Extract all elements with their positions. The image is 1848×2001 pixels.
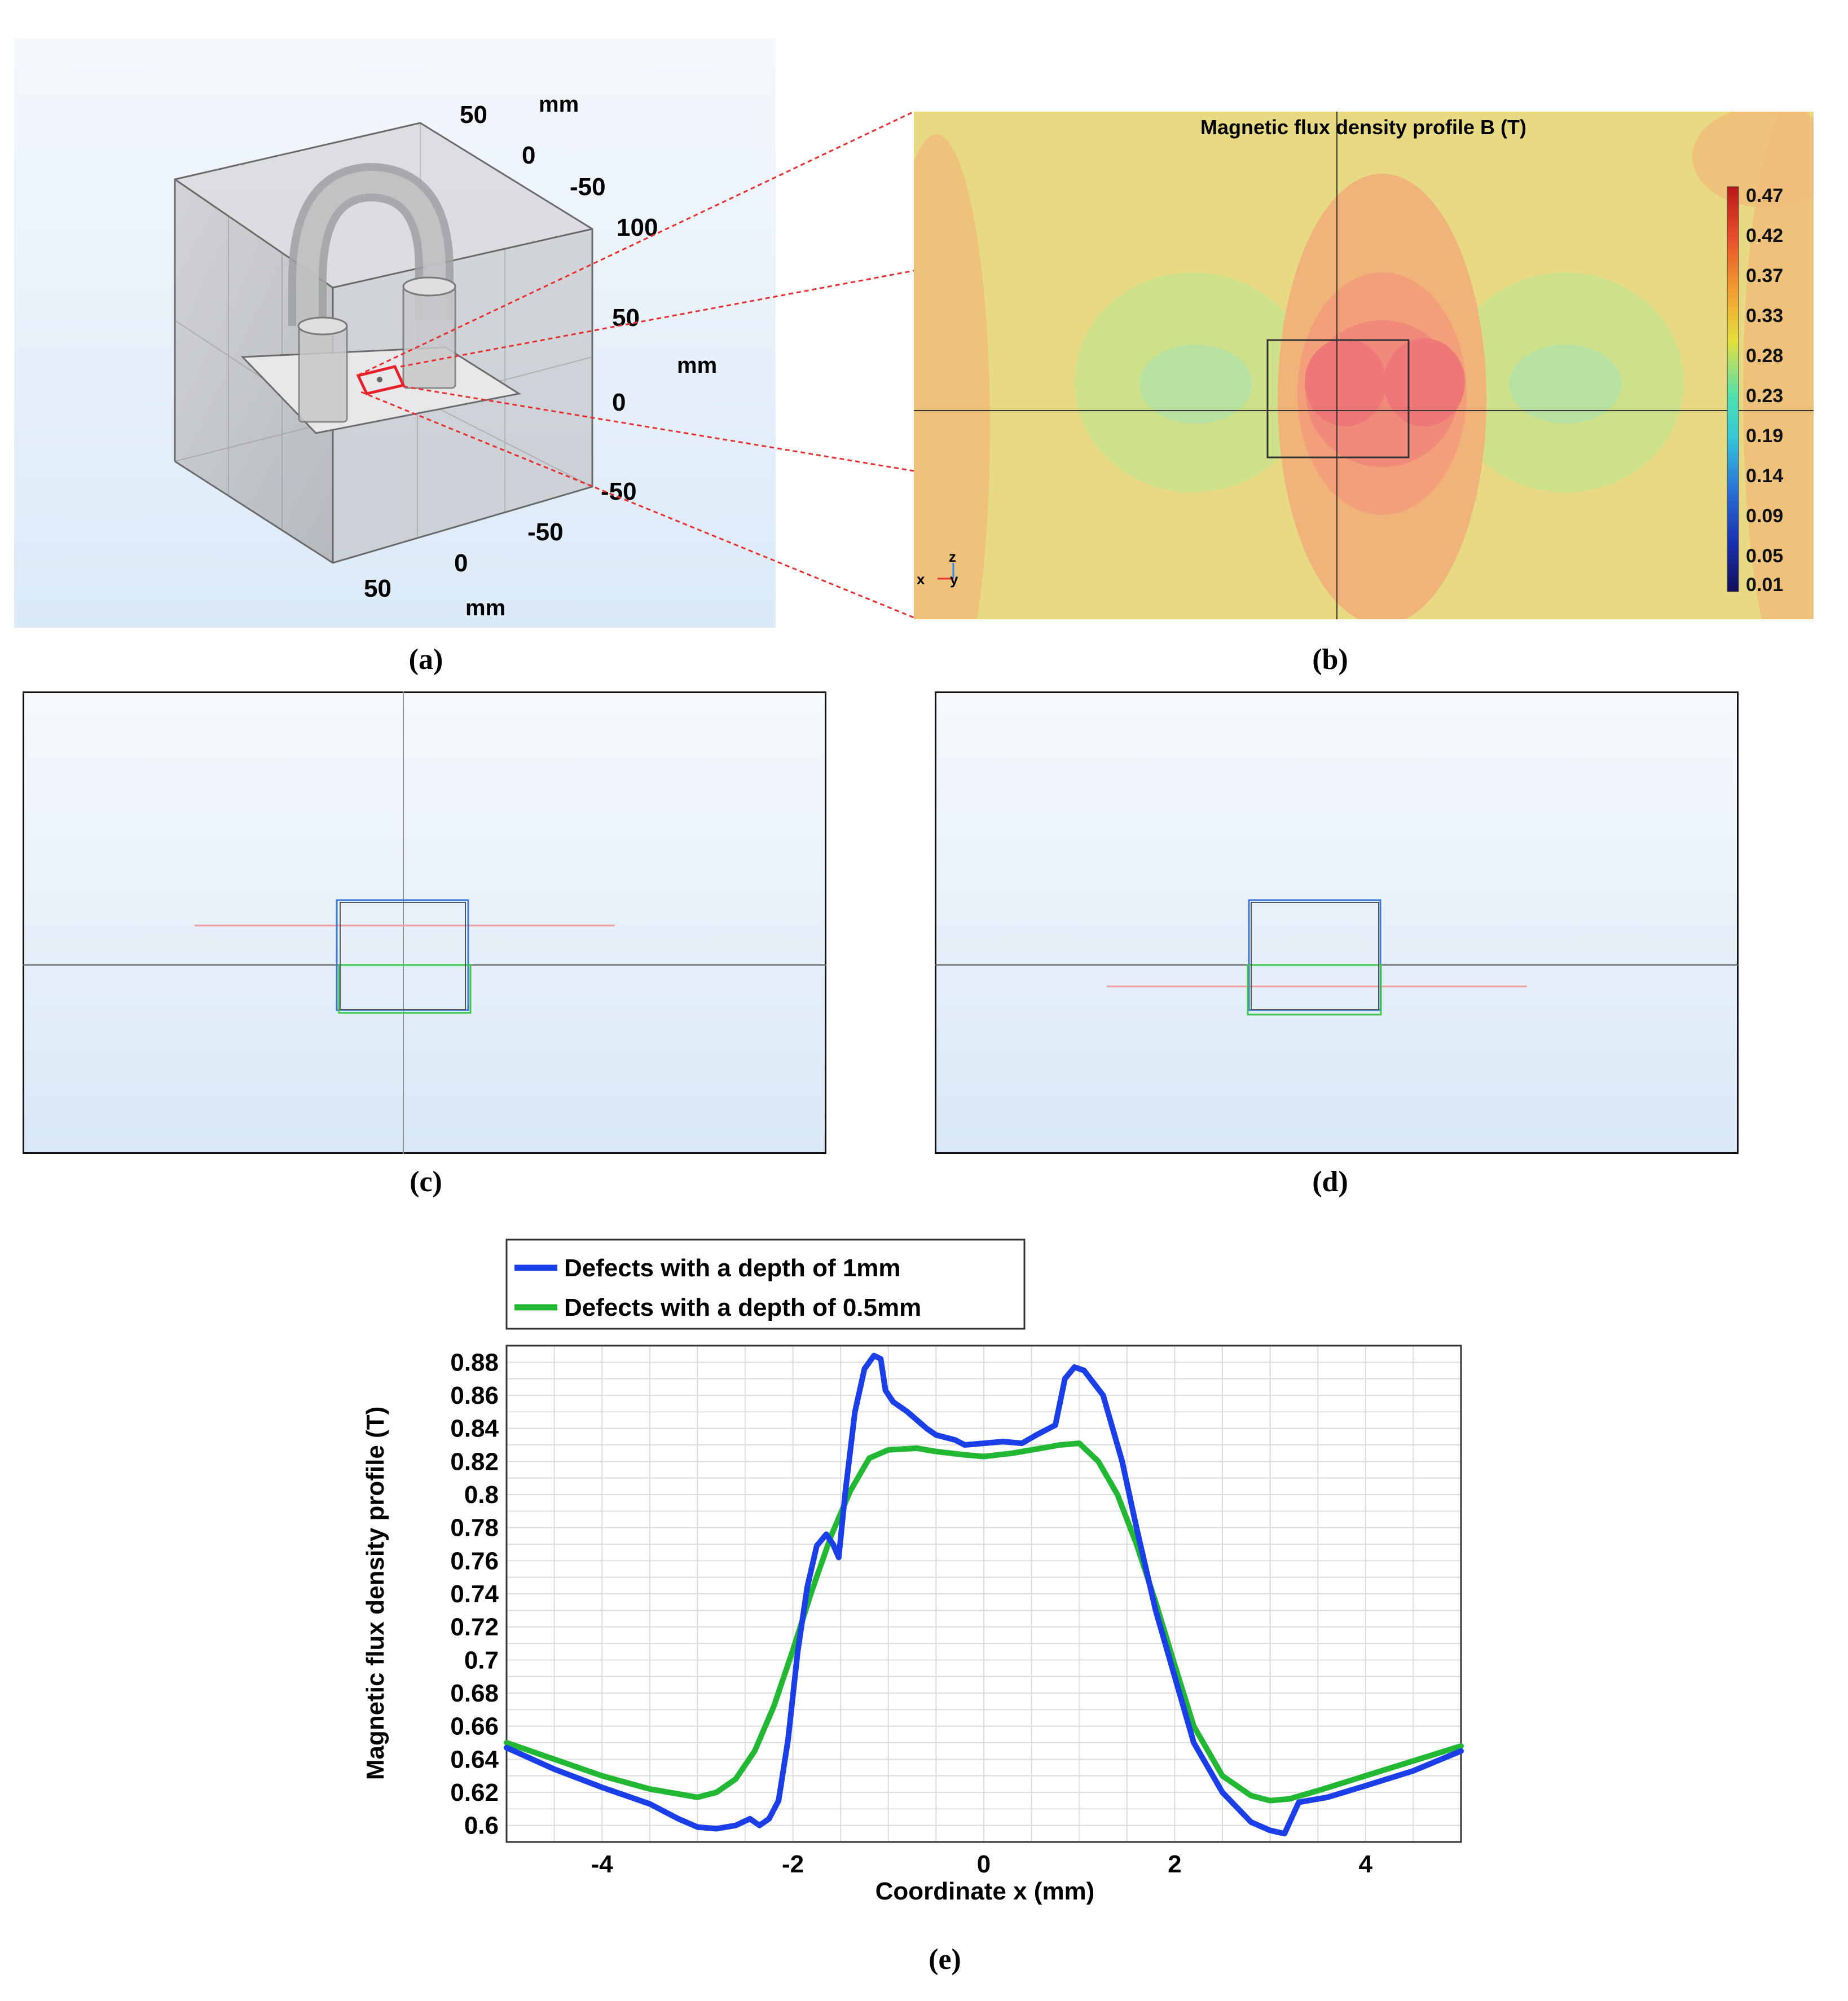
panel-b-svg: Magnetic flux density profile B (T) 0.47… [883, 100, 1845, 721]
colorbar-tick: 0.23 [1746, 385, 1783, 407]
plot-frame [505, 1345, 1462, 1843]
y-tick-label: 0.66 [450, 1713, 499, 1740]
y-tick-label: 0.76 [450, 1547, 499, 1575]
panel-a-svg: mm 50 0 -50 100 50 mm 0 -50 -50 0 50 mm [14, 38, 776, 628]
y-tick-label: 0.62 [450, 1779, 499, 1806]
caption-a: (a) [408, 644, 443, 676]
series-line-05mm [504, 1440, 1464, 1804]
y-tick-label: 0.72 [450, 1614, 499, 1641]
axis-triad-icon: z x y [917, 548, 958, 588]
caption-d: (d) [1312, 1166, 1348, 1198]
caption-b: (b) [1312, 644, 1348, 676]
x-tick-neg50: -50 [527, 518, 564, 546]
panel-c-svg [23, 691, 826, 1154]
defect-outline-green [1247, 964, 1382, 1016]
colorbar [1727, 186, 1739, 592]
y-tick-label: 0.86 [450, 1382, 499, 1409]
panel-d-svg [935, 691, 1739, 1154]
y-tick-0: 0 [522, 142, 535, 169]
field-title: Magnetic flux density profile B (T) [1200, 116, 1526, 139]
y-tick-label: 0.8 [464, 1481, 499, 1509]
y-tick-label: 0.6 [464, 1812, 499, 1840]
legend-label-1mm: Defects with a depth of 1mm [564, 1254, 901, 1282]
chart-series [504, 1352, 1464, 1837]
z-tick-neg50: -50 [601, 478, 637, 505]
x-tick-50: 50 [364, 575, 391, 602]
y-tick-label: 0.74 [450, 1580, 499, 1608]
panel-c-view [23, 691, 826, 1154]
series-line-1mm [504, 1352, 1464, 1837]
colorbar-tick: 0.42 [1746, 225, 1783, 246]
y-tick-label: 0.84 [450, 1415, 499, 1443]
y-tick-label: 0.68 [450, 1680, 499, 1707]
triad-y: y [950, 571, 958, 588]
panel-b-field: Magnetic flux density profile B (T) 0.47… [883, 100, 1845, 721]
panel-a-geometry: mm 50 0 -50 100 50 mm 0 -50 -50 0 50 mm [14, 38, 776, 628]
colorbar-tick: 0.37 [1746, 265, 1783, 287]
x-tick-0: 0 [454, 549, 468, 577]
x-axis-label: Coordinate x (mm) [875, 1877, 1095, 1905]
triad-z: z [949, 548, 956, 565]
caption-e: (e) [929, 1943, 961, 1976]
colorbar-tick: 0.33 [1746, 305, 1783, 327]
axis-unit-top: mm [539, 92, 579, 117]
colorbar-tick: 0.09 [1746, 505, 1783, 527]
x-tick-label: -2 [782, 1850, 804, 1878]
x-tick-label: -4 [591, 1850, 614, 1878]
y-tick-label: 0.64 [450, 1746, 499, 1773]
chart-grid [506, 1345, 1462, 1843]
z-tick-100: 100 [617, 214, 658, 241]
y-axis-label: Magnetic flux density profile (T) [362, 1407, 389, 1780]
chart-legend: Defects with a depth of 1mm Defects with… [505, 1238, 1026, 1330]
y-tick-neg50: -50 [570, 173, 606, 201]
x-tick-labels: -4 -2 0 2 4 [591, 1850, 1373, 1878]
x-tick-label: 4 [1359, 1850, 1373, 1878]
y-tick-label: 0.78 [450, 1514, 499, 1542]
axis-unit-bottom: mm [465, 596, 505, 620]
yoke-left-leg [298, 325, 348, 423]
triad-x: x [917, 571, 925, 588]
axis-unit-right: mm [677, 353, 717, 378]
colorbar-tick: 0.14 [1746, 465, 1783, 487]
colorbar-tick: 0.05 [1746, 545, 1783, 567]
yoke-right-leg [402, 285, 456, 389]
x-tick-label: 0 [977, 1850, 991, 1878]
z-tick-50: 50 [612, 304, 640, 332]
defect-rectangle [1266, 339, 1410, 459]
y-tick-label: 0.88 [450, 1348, 499, 1376]
defect-outline-green [338, 964, 472, 1014]
y-tick-label: 0.7 [464, 1646, 499, 1674]
colorbar-tick: 0.19 [1746, 425, 1783, 447]
colorbar-ticks: 0.47 0.42 0.37 0.33 0.28 0.23 0.19 0.14 … [1746, 185, 1783, 596]
z-tick-0: 0 [612, 389, 626, 416]
x-tick-label: 2 [1168, 1850, 1181, 1878]
y-tick-50: 50 [460, 101, 487, 129]
panel-d-view [935, 691, 1739, 1154]
colorbar-tick: 0.47 [1746, 185, 1783, 206]
legend-label-05mm: Defects with a depth of 0.5mm [564, 1294, 921, 1321]
y-tick-labels: 0.6 0.62 0.64 0.66 0.68 0.7 0.72 0.74 0.76 0.78 0.… [450, 1348, 499, 1839]
legend-box [505, 1238, 1026, 1330]
caption-c: (c) [410, 1166, 442, 1198]
colorbar-tick: 0.28 [1746, 345, 1783, 367]
colorbar-tick: 0.01 [1746, 574, 1783, 596]
y-tick-label: 0.82 [450, 1448, 499, 1475]
